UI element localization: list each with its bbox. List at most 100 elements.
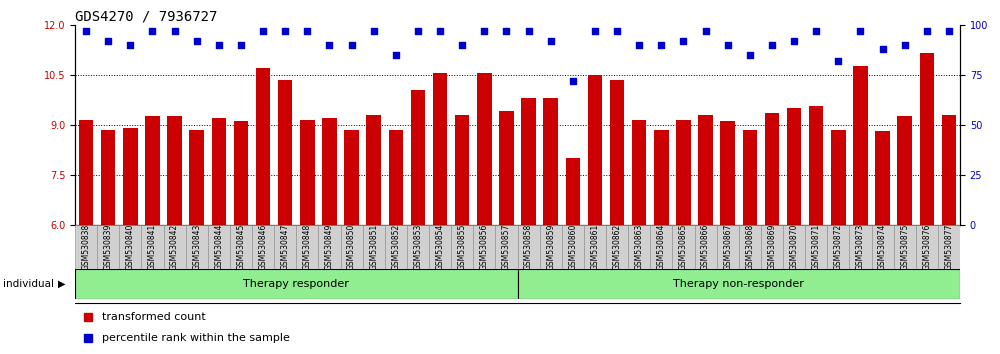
Bar — [916, 225, 938, 269]
Bar — [119, 225, 141, 269]
Bar — [628, 225, 650, 269]
Text: GSM530865: GSM530865 — [679, 224, 688, 270]
Bar — [145, 116, 160, 225]
Text: GSM530871: GSM530871 — [812, 224, 821, 270]
Point — [897, 42, 913, 48]
Text: GSM530872: GSM530872 — [834, 224, 843, 270]
Bar — [938, 225, 960, 269]
Bar — [540, 225, 562, 269]
Bar — [234, 121, 248, 225]
Text: percentile rank within the sample: percentile rank within the sample — [102, 332, 289, 343]
Bar — [97, 225, 119, 269]
Bar — [208, 225, 230, 269]
Point — [344, 42, 360, 48]
Bar — [433, 73, 447, 225]
Text: GSM530843: GSM530843 — [192, 224, 201, 270]
Bar — [584, 225, 606, 269]
Bar — [676, 120, 691, 225]
Bar — [743, 130, 757, 225]
Bar — [853, 67, 868, 225]
Point — [167, 28, 183, 34]
Bar — [75, 269, 518, 299]
Point — [299, 28, 315, 34]
Text: GSM530853: GSM530853 — [413, 224, 422, 270]
Bar — [562, 225, 584, 269]
Point — [189, 38, 205, 44]
Text: GDS4270 / 7936727: GDS4270 / 7936727 — [75, 10, 217, 24]
Text: GSM530870: GSM530870 — [790, 224, 799, 270]
Text: GSM530860: GSM530860 — [568, 224, 577, 270]
Bar — [875, 131, 890, 225]
Bar — [366, 115, 381, 225]
Bar — [389, 130, 403, 225]
Bar — [212, 118, 226, 225]
Bar — [805, 225, 827, 269]
Point — [587, 28, 603, 34]
Point — [366, 28, 382, 34]
Point — [653, 42, 669, 48]
Point — [388, 52, 404, 58]
Bar — [765, 113, 779, 225]
Point — [100, 38, 116, 44]
Point — [830, 58, 846, 64]
Bar — [385, 225, 407, 269]
Point — [521, 28, 537, 34]
Text: transformed count: transformed count — [102, 312, 205, 322]
Point — [277, 28, 293, 34]
Point — [675, 38, 691, 44]
Bar — [650, 225, 672, 269]
Bar — [363, 225, 385, 269]
Text: GSM530849: GSM530849 — [325, 224, 334, 270]
Point — [852, 28, 868, 34]
Point — [476, 28, 492, 34]
Bar — [278, 80, 292, 225]
Text: GSM530861: GSM530861 — [590, 224, 599, 270]
Bar — [809, 107, 823, 225]
Text: GSM530858: GSM530858 — [524, 224, 533, 270]
Text: GSM530864: GSM530864 — [657, 224, 666, 270]
Text: GSM530855: GSM530855 — [458, 224, 467, 270]
Bar — [411, 90, 425, 225]
Bar — [872, 225, 894, 269]
Text: ▶: ▶ — [58, 279, 66, 289]
Bar — [473, 225, 495, 269]
Text: GSM530842: GSM530842 — [170, 224, 179, 270]
Text: GSM530846: GSM530846 — [259, 224, 268, 270]
Bar — [942, 115, 956, 225]
Point — [720, 42, 736, 48]
Point — [808, 28, 824, 34]
Bar — [101, 130, 115, 225]
Bar — [897, 116, 912, 225]
Bar — [141, 225, 164, 269]
Bar — [694, 225, 717, 269]
Text: GSM530866: GSM530866 — [701, 224, 710, 270]
Bar — [429, 225, 451, 269]
Point — [211, 42, 227, 48]
Bar — [344, 130, 359, 225]
Point — [698, 28, 714, 34]
Bar — [407, 225, 429, 269]
Bar — [455, 115, 469, 225]
Point — [255, 28, 271, 34]
Text: GSM530840: GSM530840 — [126, 224, 135, 270]
Bar — [477, 73, 492, 225]
Text: GSM530838: GSM530838 — [82, 224, 91, 270]
Bar — [672, 225, 694, 269]
Bar — [322, 118, 337, 225]
Bar — [521, 98, 536, 225]
Bar — [787, 108, 801, 225]
Bar — [717, 225, 739, 269]
Bar — [186, 225, 208, 269]
Bar — [167, 116, 182, 225]
Bar — [518, 269, 960, 299]
Bar — [230, 225, 252, 269]
Point — [454, 42, 470, 48]
Point — [875, 46, 891, 52]
Bar — [499, 112, 514, 225]
Text: GSM530876: GSM530876 — [922, 224, 931, 270]
Point — [941, 28, 957, 34]
Point — [432, 28, 448, 34]
Point — [742, 52, 758, 58]
Text: GSM530848: GSM530848 — [303, 224, 312, 270]
Text: GSM530862: GSM530862 — [613, 224, 622, 270]
